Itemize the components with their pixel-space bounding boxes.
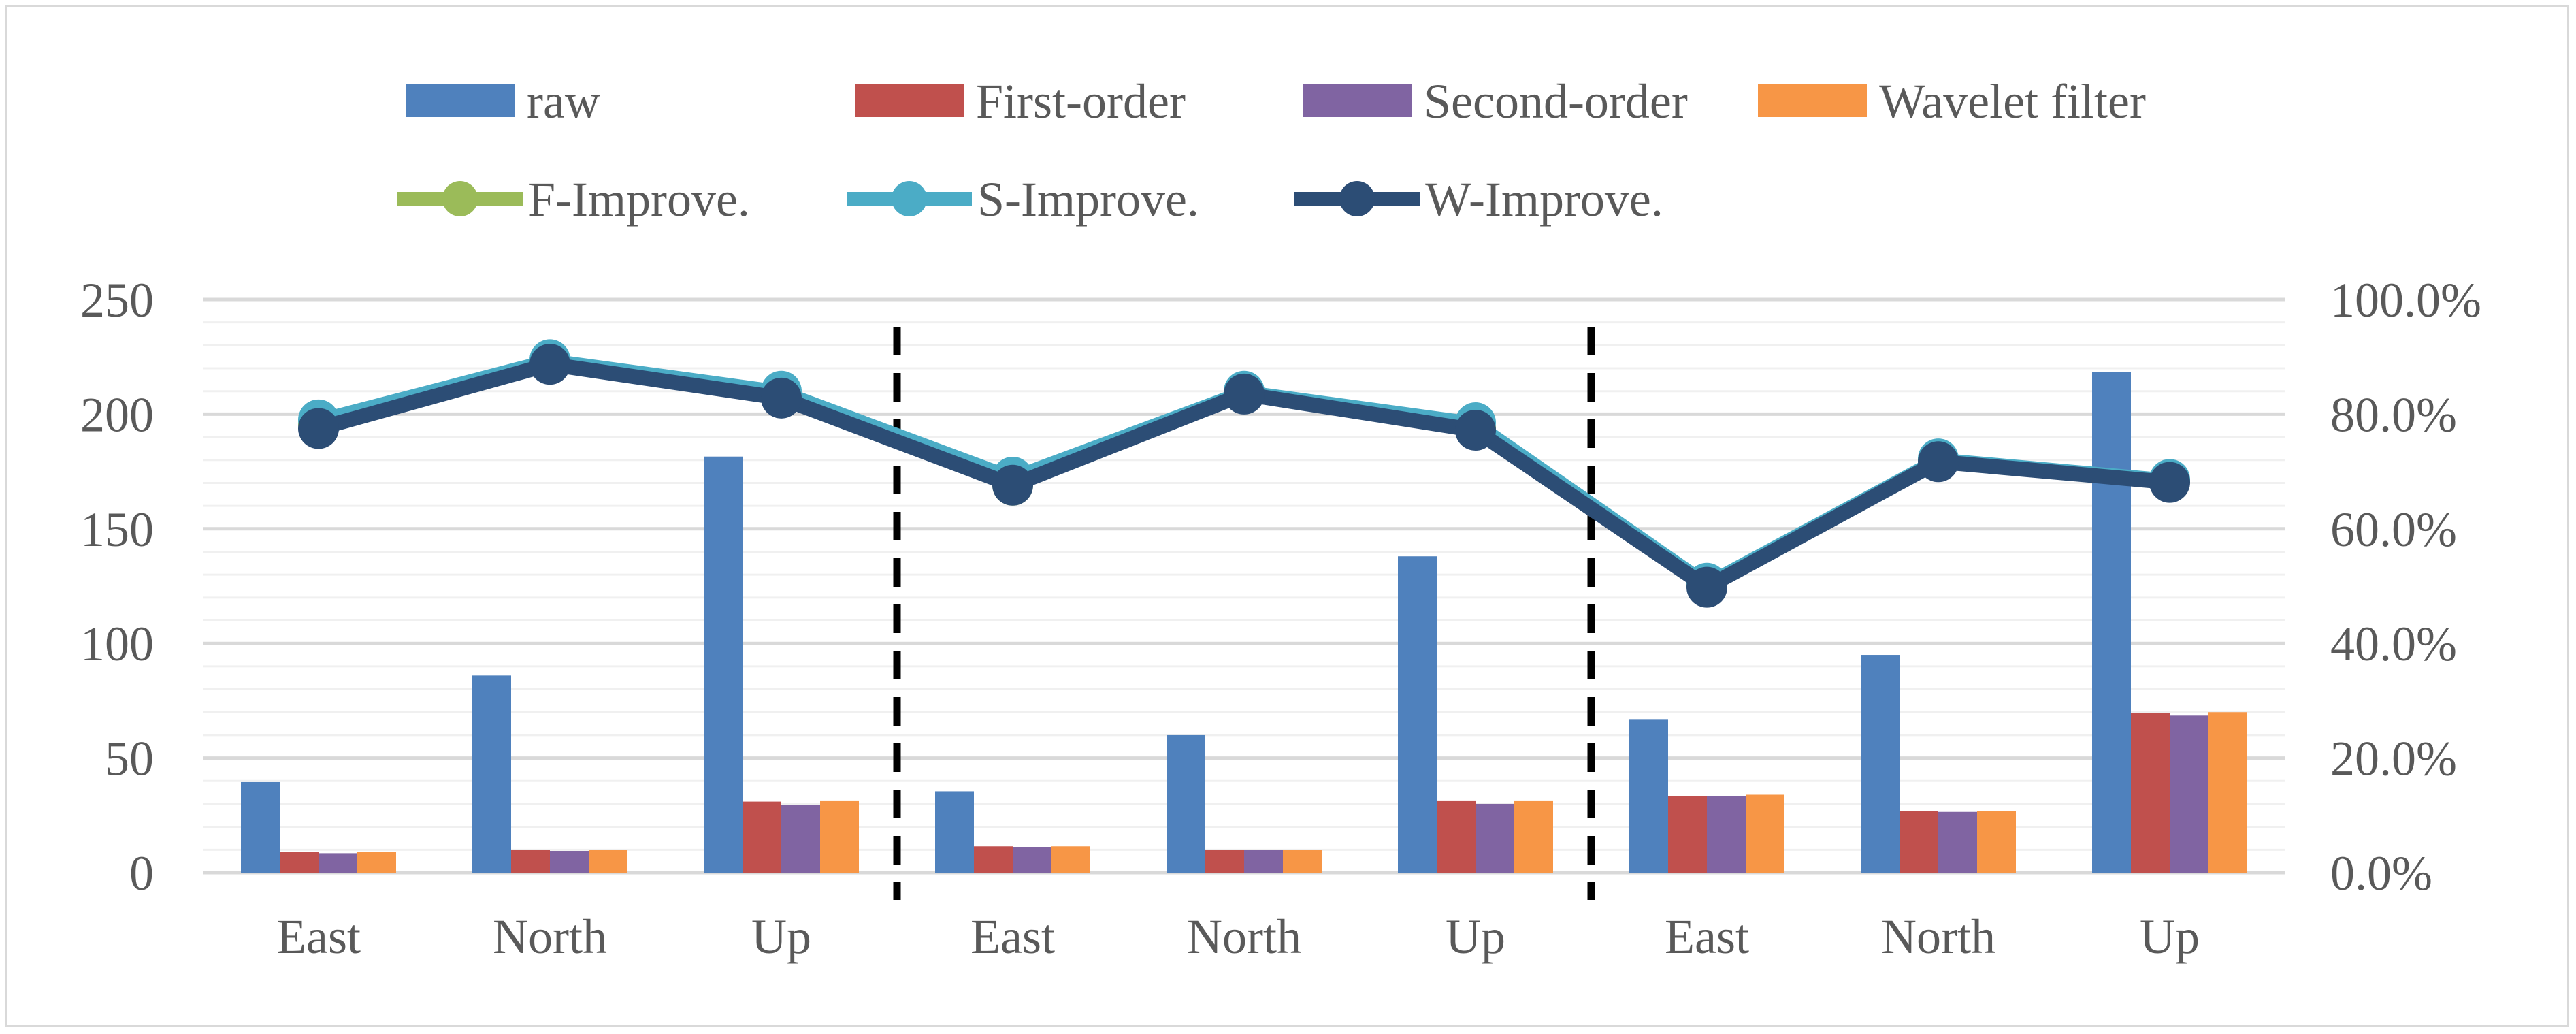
bar-wavelet-filter (1051, 846, 1090, 873)
y-tick-label-right: 60.0% (2330, 502, 2457, 557)
legend-label: S-Improve. (977, 172, 1199, 227)
y-tick-label-left: 50 (105, 732, 154, 786)
legend-label: W-Improve. (1425, 172, 1663, 227)
x-tick-label: Up (1446, 909, 1505, 964)
bar-wavelet-filter (357, 852, 396, 873)
marker-w-improve- (1918, 441, 1959, 483)
bar-first-order (280, 852, 319, 873)
y-tick-label-right: 40.0% (2330, 617, 2457, 671)
bar-wavelet-filter (1977, 811, 2016, 873)
x-tick-label: North (493, 909, 607, 964)
bar-second-order (550, 851, 589, 873)
bar-wavelet-filter (1746, 794, 1784, 873)
legend-entry: W-Improve. (1294, 172, 1663, 227)
bar-raw (704, 456, 743, 873)
bar-raw (935, 791, 974, 873)
bar-first-order (1668, 796, 1707, 873)
marker-w-improve- (2149, 462, 2190, 503)
bar-wavelet-filter (589, 850, 627, 873)
bar-raw (241, 781, 280, 873)
legend-swatch (855, 84, 964, 117)
legend-entry: F-Improve. (397, 172, 750, 227)
bar-raw (472, 675, 511, 873)
x-tick-label: North (1881, 909, 1995, 964)
bar-second-order (1707, 796, 1746, 873)
legend-swatch (1303, 84, 1412, 117)
legend-entry: First-order (855, 74, 1186, 129)
y-tick-label-right: 20.0% (2330, 732, 2457, 786)
x-tick-label: East (1665, 909, 1749, 964)
bar-first-order (1900, 811, 1938, 873)
bar-wavelet-filter (820, 800, 859, 873)
marker-w-improve- (761, 377, 802, 419)
group-separators (893, 327, 1595, 900)
legend: raw First-order Second-order Wavelet filter… (397, 74, 2146, 227)
legend-label: First-order (976, 74, 1186, 129)
x-axis: East North Up East North Up East North Up (276, 909, 2200, 964)
bar-first-order (2131, 713, 2170, 873)
bar-wavelet-filter (2208, 712, 2247, 873)
bar-wavelet-filter (1283, 850, 1322, 873)
bar-raw (1861, 655, 1900, 873)
legend-marker-swatch (892, 181, 927, 216)
legend-marker-swatch (442, 181, 478, 216)
bar-first-order (1205, 850, 1244, 873)
legend-marker-swatch (1339, 181, 1375, 216)
y-tick-label-left: 250 (80, 273, 154, 327)
bar-raw (1398, 556, 1437, 873)
bars (241, 372, 2247, 873)
y-tick-label-right: 0.0% (2330, 846, 2432, 901)
y-axis-right: 0.0% 20.0% 40.0% 60.0% 80.0% 100.0% (2330, 273, 2481, 901)
y-tick-label-left: 150 (80, 502, 154, 557)
bar-first-order (743, 801, 781, 873)
legend-swatch (1758, 84, 1867, 117)
marker-w-improve- (298, 408, 339, 449)
bar-raw (2092, 372, 2131, 873)
marker-w-improve- (1455, 409, 1496, 451)
bar-raw (1167, 734, 1205, 873)
y-tick-label-left: 100 (80, 617, 154, 671)
legend-entry: Wavelet filter (1758, 74, 2146, 129)
bar-second-order (1244, 850, 1283, 873)
x-tick-label: Up (2140, 909, 2200, 964)
legend-label: raw (527, 74, 600, 129)
bar-second-order (1938, 811, 1977, 873)
bar-second-order (2170, 715, 2208, 873)
legend-label: Wavelet filter (1879, 74, 2146, 129)
bar-first-order (511, 850, 550, 873)
y-tick-label-left: 0 (129, 846, 154, 901)
marker-w-improve- (1686, 566, 1727, 608)
bar-second-order (781, 805, 820, 873)
legend-entry: Second-order (1303, 74, 1688, 129)
legend-label: Second-order (1424, 74, 1688, 129)
bar-second-order (319, 853, 357, 873)
y-axis-left: 0 50 100 150 200 250 (80, 273, 154, 901)
marker-w-improve- (992, 464, 1033, 506)
y-tick-label-right: 80.0% (2330, 387, 2457, 442)
bar-first-order (1437, 800, 1476, 873)
improvement-lines (298, 339, 2190, 608)
bar-second-order (1013, 847, 1051, 873)
y-tick-label-left: 200 (80, 387, 154, 442)
marker-w-improve- (1224, 373, 1265, 415)
x-tick-label: Up (751, 909, 811, 964)
bar-raw (1629, 719, 1668, 873)
legend-label: F-Improve. (528, 172, 750, 227)
bar-first-order (974, 846, 1013, 873)
bar-wavelet-filter (1514, 800, 1553, 873)
legend-entry: raw (406, 74, 600, 129)
x-tick-label: North (1187, 909, 1301, 964)
marker-w-improve- (529, 344, 570, 385)
legend-swatch (406, 84, 515, 117)
y-tick-label-right: 100.0% (2330, 273, 2481, 327)
legend-entry: S-Improve. (847, 172, 1199, 227)
x-tick-label: East (971, 909, 1055, 964)
bar-second-order (1476, 803, 1514, 873)
x-tick-label: East (276, 909, 361, 964)
